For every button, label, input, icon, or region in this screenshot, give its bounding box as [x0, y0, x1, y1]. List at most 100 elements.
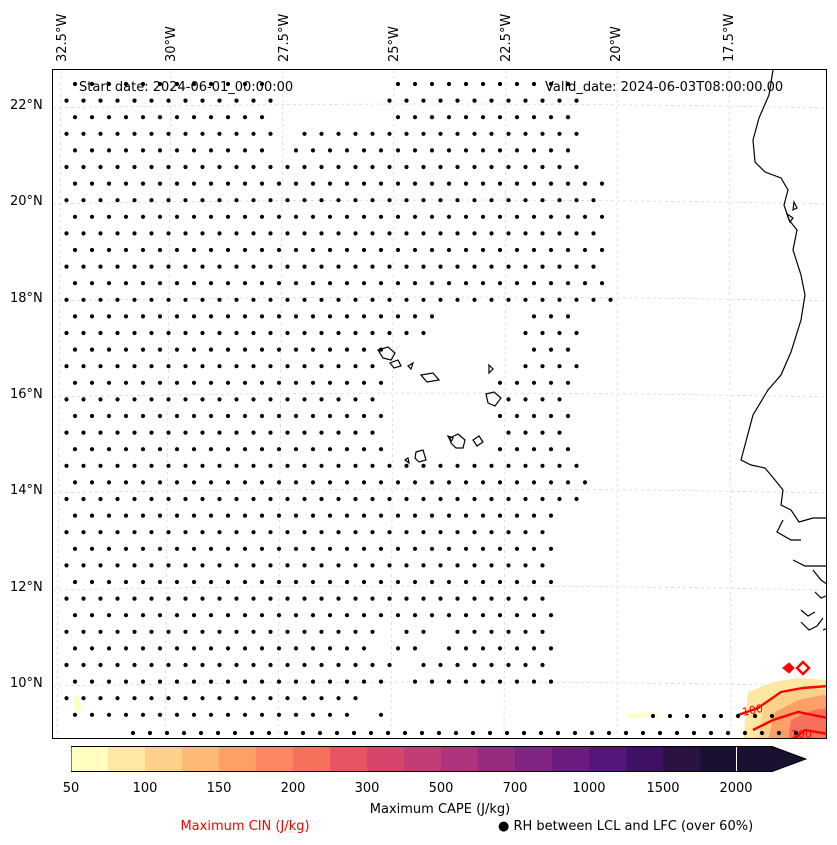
rh-dot	[81, 98, 86, 103]
rh-dot	[283, 730, 289, 736]
rh-dot	[438, 530, 443, 535]
rh-dot	[361, 413, 367, 419]
rh-dot	[438, 563, 443, 568]
rh-dot	[64, 629, 69, 634]
rh-dot	[217, 629, 222, 634]
rh-dot	[404, 330, 409, 336]
rh-dot	[157, 646, 163, 651]
rh-dot	[242, 214, 248, 219]
rh-dot	[149, 297, 154, 302]
rh-dot	[225, 579, 231, 585]
rh-dot	[378, 513, 384, 518]
rh-dot	[106, 447, 112, 452]
rh-dot	[174, 148, 180, 153]
rh-dot	[574, 164, 579, 170]
rh-dot	[489, 662, 494, 668]
rh-dot	[480, 480, 486, 485]
rh-dot	[344, 712, 350, 717]
rh-dot	[140, 214, 146, 219]
rh-dot	[106, 413, 112, 419]
rh-dot	[310, 181, 316, 186]
rh-dot	[293, 613, 299, 618]
rh-dot	[166, 463, 171, 468]
rh-dot	[242, 447, 248, 452]
rh-dot	[276, 314, 282, 319]
rh-dot	[489, 629, 494, 634]
rh-dot	[268, 364, 273, 369]
rh-dot	[157, 480, 163, 485]
rh-dot	[361, 347, 367, 352]
rh-dot	[225, 712, 231, 717]
rh-dot	[164, 730, 170, 736]
rh-dot	[353, 696, 358, 701]
rh-dot	[506, 530, 511, 535]
rh-dot	[123, 81, 129, 87]
rh-dot	[480, 579, 486, 585]
rh-dot	[574, 98, 579, 103]
rh-dot	[455, 98, 460, 103]
rh-dot	[446, 513, 452, 518]
rh-dot	[506, 98, 511, 103]
rh-dot	[132, 231, 137, 236]
rh-dot	[319, 131, 324, 136]
rh-dot	[412, 81, 418, 87]
rh-dot	[514, 380, 520, 385]
rh-dot	[183, 696, 188, 701]
rh-dot	[395, 646, 401, 651]
rh-dot	[140, 579, 146, 585]
rh-dot	[64, 364, 69, 369]
colorbar-cell	[700, 746, 736, 772]
rh-dot	[344, 513, 350, 518]
rh-dot	[353, 330, 358, 336]
colorbar-tick-100: 100	[132, 781, 158, 796]
rh-dot	[538, 730, 544, 736]
rh-dot	[574, 463, 579, 468]
rh-dot	[353, 131, 358, 136]
rh-dot	[599, 214, 605, 219]
rh-dot	[412, 480, 418, 485]
rh-dot	[455, 596, 460, 601]
rh-dot	[480, 546, 486, 551]
rh-dot	[183, 662, 188, 668]
rh-dot	[489, 264, 494, 269]
rh-dot	[200, 264, 205, 269]
colorbar-tick-200: 200	[280, 781, 306, 796]
rh-dot	[200, 496, 205, 502]
rh-dot	[293, 413, 299, 419]
rh-dot	[327, 646, 333, 651]
rh-dot	[140, 712, 146, 717]
rh-dot	[132, 596, 137, 601]
rh-dot	[174, 314, 180, 319]
rh-dot	[191, 712, 197, 717]
rh-dot	[234, 496, 239, 502]
rh-dot	[404, 463, 409, 468]
rh-dot	[489, 496, 494, 502]
rh-dot	[64, 430, 69, 435]
rh-dot	[268, 164, 273, 170]
rh-dot	[259, 115, 265, 120]
rh-dot	[208, 712, 214, 717]
rh-dot	[234, 596, 239, 601]
rh-dot	[191, 480, 197, 485]
rh-dot	[497, 115, 503, 120]
rh-dot	[344, 613, 350, 618]
rh-dot	[523, 463, 528, 468]
rh-dot	[531, 646, 537, 651]
rh-dot	[446, 81, 452, 87]
rh-dot	[725, 730, 731, 736]
colorbar-cell	[145, 746, 183, 772]
rh-dot	[166, 264, 171, 269]
rh-dot	[268, 397, 273, 402]
rh-dot	[463, 613, 469, 618]
rh-dot	[302, 198, 307, 203]
rh-dot	[531, 546, 537, 551]
rh-dot	[523, 131, 528, 136]
rh-dot	[98, 563, 103, 568]
rh-dot	[217, 297, 222, 302]
rh-dot	[370, 496, 375, 502]
rh-dot	[157, 447, 163, 452]
rh-dot	[132, 629, 137, 634]
colorbar-cell	[478, 746, 516, 772]
rh-dot	[72, 81, 78, 87]
rh-dot	[140, 413, 146, 419]
